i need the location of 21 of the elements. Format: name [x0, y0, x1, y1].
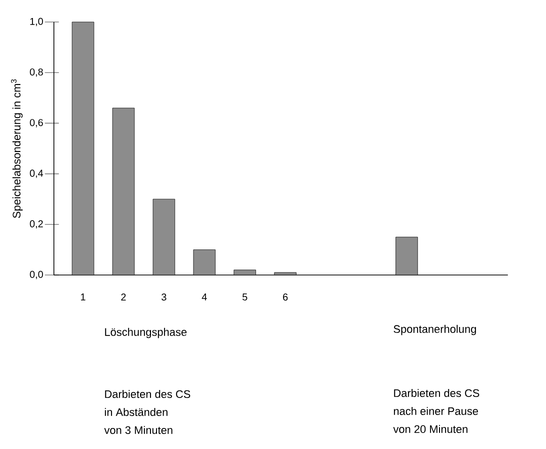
text: von 20 Minuten [393, 424, 468, 434]
x-tick-label: 2 [121, 294, 126, 300]
text: Darbieten des CS [105, 390, 190, 398]
x-tick-label: 5 [242, 294, 248, 300]
y-tick-label: 0,2 [30, 220, 43, 229]
y-tick-label: 0,0 [30, 270, 43, 280]
text: von 3 Minuten [104, 426, 172, 434]
x-tick-label: 6 [283, 294, 288, 301]
y-tick-label: 1,0 [30, 18, 43, 26]
text: Löschungsphase [105, 328, 187, 338]
y-tick-label: 0,6 [30, 119, 43, 128]
y-tick-label: 0,8 [30, 68, 43, 77]
text: Darbieten des CS [394, 388, 480, 398]
x-tick-label: 4 [202, 294, 207, 300]
text: nach einer Pause [394, 406, 478, 416]
y-tick-label: 0,4 [30, 170, 44, 178]
text: in Abständen [104, 408, 168, 416]
text: Spontanerholung [394, 324, 476, 336]
y-axis-title: Speichelabsonderung in cm$^{3}$ [11, 79, 23, 218]
x-tick-label: 1 [81, 294, 86, 300]
x-tick-label: 3 [162, 294, 166, 301]
